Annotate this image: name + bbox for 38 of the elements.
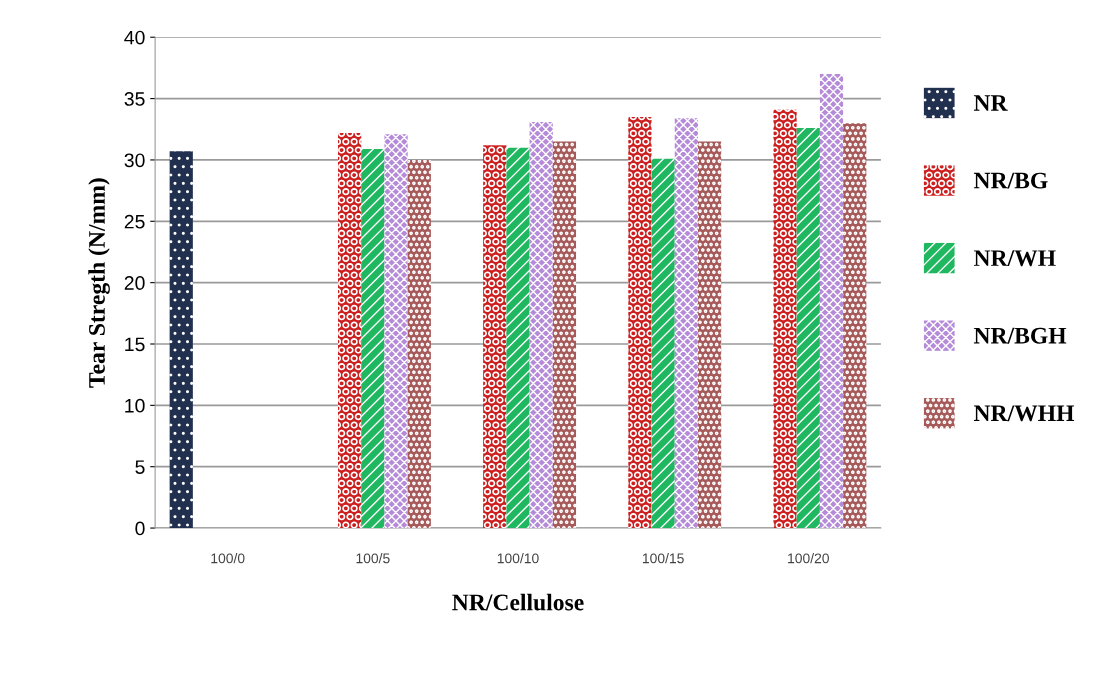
y-tick-label: 40 [124, 30, 145, 45]
bar [506, 147, 530, 529]
legend-label: NR/BGH [973, 327, 1067, 344]
x-axis-title: NR/Cellulose [452, 593, 584, 611]
bar [628, 116, 652, 529]
bar [796, 128, 820, 529]
x-tick-label: 100/15 [642, 553, 684, 564]
bar [552, 141, 577, 529]
bar [529, 121, 553, 529]
x-tick-label: 100/20 [788, 553, 829, 564]
bar [361, 148, 385, 529]
y-tick-label: 0 [135, 521, 145, 536]
y-tick-label: 20 [124, 276, 145, 290]
x-tick-label: 100/10 [497, 553, 539, 564]
x-tick-label: 100/0 [211, 553, 245, 564]
bar [384, 134, 408, 529]
y-axis-title: Tear Stregth (N/mm) [88, 178, 110, 388]
legend-label: NR/WHH [973, 405, 1075, 422]
y-tick-label: 35 [124, 92, 145, 106]
x-tick-label: 100/5 [356, 553, 390, 564]
bar [773, 109, 797, 529]
bar [697, 141, 722, 529]
bar [843, 123, 867, 529]
y-tick-label: 15 [125, 337, 145, 352]
bar [674, 118, 698, 529]
bar [651, 158, 675, 529]
legend-label: NR [973, 95, 1008, 111]
legend-label: NR/WH [973, 250, 1056, 267]
bar [819, 74, 844, 529]
bar [483, 145, 507, 529]
y-tick-label: 25 [124, 214, 145, 229]
y-tick-label: 5 [135, 460, 145, 474]
legend-label: NR/BG [973, 172, 1048, 189]
y-tick-label: 30 [124, 153, 145, 168]
y-tick-label: 10 [125, 398, 145, 413]
bar [169, 151, 193, 529]
bar [338, 132, 362, 529]
bar [407, 159, 431, 529]
